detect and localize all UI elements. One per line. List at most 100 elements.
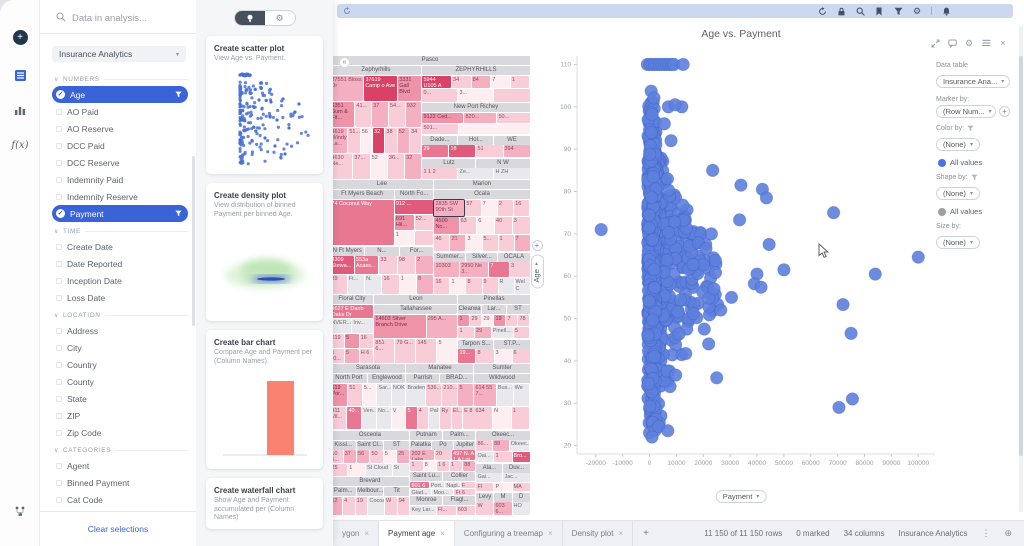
more-options-icon[interactable]: ⋮: [981, 528, 991, 538]
checkbox[interactable]: [56, 294, 62, 301]
treemap-tile[interactable]: 88: [493, 440, 509, 451]
treemap-group-header[interactable]: Po: [432, 440, 454, 450]
field-list-scrollbar[interactable]: [192, 156, 195, 326]
treemap-tile[interactable]: 912 ...: [394, 199, 434, 215]
treemap-tile[interactable]: Bro...: [512, 451, 530, 463]
treemap-tile[interactable]: 2835 SW 90th St: [433, 198, 466, 218]
checkbox[interactable]: [56, 344, 62, 351]
bookmark-icon[interactable]: [874, 6, 884, 16]
treemap-tile[interactable]: 4: [343, 496, 355, 515]
treemap-tile[interactable]: 37...: [353, 153, 370, 179]
treemap-group-header[interactable]: Zephyrhills: [333, 66, 422, 75]
treemap-group-header[interactable]: ST: [383, 440, 410, 450]
treemap-group-header[interactable]: Lar...: [482, 305, 506, 315]
field-item-indemnity-reserve[interactable]: Indemnity Reserve: [52, 188, 188, 205]
treemap-tile[interactable]: MA: [512, 482, 530, 492]
treemap-tile[interactable]: 932: [405, 101, 422, 127]
treemap-group-header[interactable]: Silver...: [466, 252, 498, 262]
treemap-tile[interactable]: 603 6...: [494, 502, 512, 515]
treemap-tile[interactable]: 37: [372, 101, 388, 127]
treemap-tile[interactable]: Jac...: [503, 473, 530, 482]
maximize-icon[interactable]: [930, 38, 940, 48]
field-item-create-date[interactable]: Create Date: [52, 238, 188, 255]
treemap-tile[interactable]: 1: [511, 407, 530, 430]
treemap-tile[interactable]: 88: [463, 460, 476, 471]
field-item-indemnity-paid[interactable]: Indemnity Paid: [52, 171, 188, 188]
treemap-tile[interactable]: Port...: [429, 481, 445, 488]
treemap-tile[interactable]: 4500 No...: [434, 217, 459, 234]
treemap-tile[interactable]: 614 55 7...: [474, 383, 496, 407]
vertical-scrollbar[interactable]: [1019, 26, 1023, 512]
recommendations-mode-button[interactable]: [234, 11, 265, 25]
treemap-tile[interactable]: 98: [397, 256, 416, 275]
sync-icon[interactable]: [342, 6, 352, 16]
treemap-tile[interactable]: 1: [410, 460, 423, 471]
checkbox[interactable]: [56, 108, 62, 115]
recommendation-card-scatter[interactable]: Create scatter plot View Age vs. Payment.: [206, 36, 323, 174]
field-item-state[interactable]: State: [52, 390, 188, 407]
treemap-tile[interactable]: Gai...: [476, 473, 503, 482]
treemap-tile[interactable]: 6: [512, 349, 530, 363]
treemap-tile[interactable]: H ZH: [494, 168, 530, 179]
treemap-tile[interactable]: 52: [397, 127, 410, 153]
treemap-group-header[interactable]: Ft Myers Beach: [333, 190, 394, 200]
functions-icon[interactable]: f(x): [11, 140, 29, 151]
treemap-tile[interactable]: E 8: [463, 407, 474, 430]
treemap-tile[interactable]: 0...: [422, 89, 458, 102]
search-toolbar-icon[interactable]: [855, 6, 865, 16]
treemap-tile[interactable]: NOK: [391, 383, 406, 407]
treemap-tile[interactable]: N: [493, 407, 511, 430]
recommendation-card-density[interactable]: Create density plot View distribution of …: [206, 182, 323, 322]
add-axis-button[interactable]: +: [531, 240, 543, 251]
treemap-tile[interactable]: 54...: [388, 101, 405, 127]
treemap-group-header[interactable]: Melbour...: [357, 487, 383, 497]
treemap-tile[interactable]: 1: [494, 451, 512, 463]
treemap-tile[interactable]: 3331 Gall Blvd: [398, 75, 422, 101]
checkbox[interactable]: [56, 277, 62, 284]
treemap-tile[interactable]: 40...: [347, 407, 362, 430]
treemap-group-header[interactable]: Manatee: [406, 364, 474, 374]
page-tab-configuring-a-treemap[interactable]: Configuring a treemap ×: [455, 521, 563, 546]
treemap-tile[interactable]: Oai...: [476, 451, 494, 463]
treemap-group-header[interactable]: Ocala: [434, 190, 530, 200]
field-item-loss-date[interactable]: Loss Date: [52, 289, 188, 306]
treemap-tile[interactable]: 57: [465, 199, 481, 217]
treemap-group-header[interactable]: Sumter: [474, 364, 530, 374]
treemap-tile[interactable]: 5: [406, 407, 417, 430]
treemap-tile[interactable]: V: [391, 407, 406, 430]
treemap-tile[interactable]: 820...: [464, 112, 497, 124]
treemap-tile[interactable]: 7: [491, 75, 510, 89]
treemap-tile[interactable]: 497 N. A 1 A Lot 4: [452, 450, 476, 460]
treemap-tile[interactable]: N.: [365, 275, 382, 294]
treemap-tile[interactable]: 4619 Windy La...: [333, 127, 348, 153]
treemap-tile[interactable]: 202 E Lake Street: [410, 450, 434, 460]
treemap-tile[interactable]: 36...: [387, 153, 405, 179]
treemap-tile[interactable]: 32: [405, 153, 422, 179]
treemap-tile[interactable]: [414, 230, 434, 246]
treemap-tile[interactable]: 1: [450, 278, 466, 294]
checkbox[interactable]: [56, 176, 62, 183]
shape-by-dropdown[interactable]: (None) ▾: [936, 187, 980, 200]
field-item-address[interactable]: Address: [52, 322, 188, 339]
checkbox[interactable]: [56, 479, 62, 486]
page-tab-payment-age[interactable]: Payment age ×: [379, 521, 455, 546]
treemap-group-header[interactable]: Ala...: [476, 463, 503, 473]
treemap-tile[interactable]: 16: [359, 334, 374, 348]
treemap-group-header[interactable]: Leon: [374, 295, 458, 305]
treemap-tile[interactable]: Bus...: [496, 383, 513, 407]
treemap-tile[interactable]: P: [494, 482, 512, 492]
treemap-tile[interactable]: 851 6...: [374, 339, 395, 363]
treemap-tile[interactable]: 37551 Bloss Dr: [333, 75, 364, 101]
checkbox[interactable]: [56, 462, 62, 469]
checkbox[interactable]: [56, 378, 62, 385]
treemap-tile[interactable]: 52...: [414, 215, 434, 230]
treemap-tile[interactable]: 5...: [362, 383, 377, 407]
treemap-tile[interactable]: Ft 6: [454, 488, 476, 495]
treemap-tile[interactable]: 29: [422, 145, 449, 158]
treemap-group-header[interactable]: Monroe: [410, 496, 443, 506]
treemap-tile[interactable]: 7: [489, 262, 509, 278]
treemap-tile[interactable]: 56: [357, 450, 370, 463]
treemap-tile[interactable]: 3: [466, 234, 482, 252]
checkbox[interactable]: [56, 193, 62, 200]
notifications-icon[interactable]: [941, 6, 951, 16]
